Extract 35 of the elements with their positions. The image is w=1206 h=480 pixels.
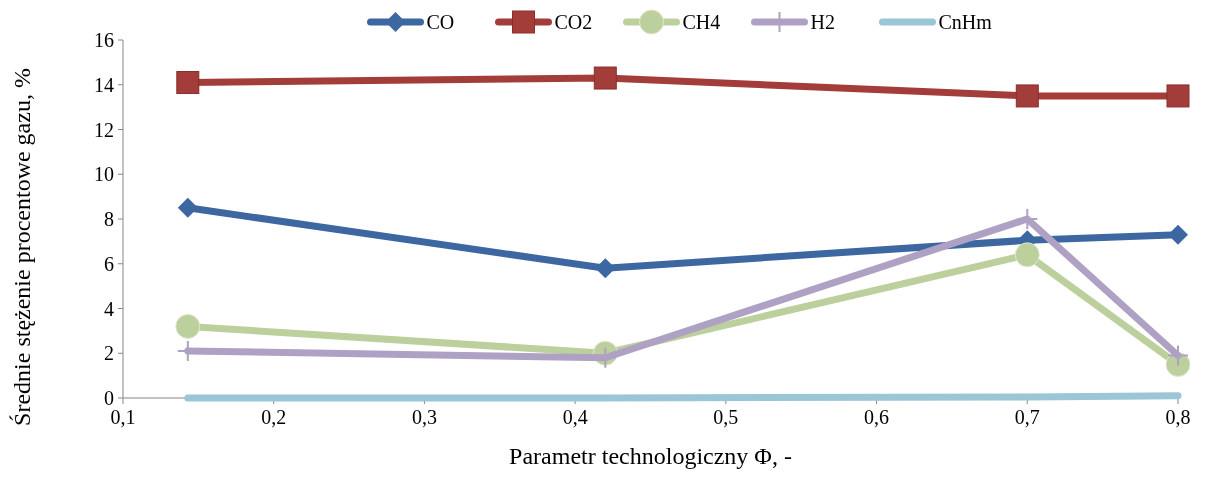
point: [595, 258, 616, 279]
x-tick-label: 0,5: [713, 406, 739, 428]
y-tick-label: 2: [104, 342, 114, 365]
point: [1166, 84, 1190, 108]
y-tick-label: 14: [94, 73, 114, 96]
legend-label: CH4: [682, 11, 721, 33]
y-tick-label: 0: [104, 387, 114, 409]
x-axis-title: Parametr technologiczny Φ, -: [509, 443, 792, 469]
y-tick-label: 16: [94, 29, 114, 51]
x-tick-label: 0,6: [864, 406, 890, 428]
legend-label: CO: [426, 11, 455, 33]
point: [175, 313, 201, 339]
x-tick-label: 0,4: [562, 406, 588, 428]
point: [1168, 224, 1188, 245]
x-tick-label: 0,7: [1014, 406, 1040, 428]
y-tick-label: 8: [104, 208, 114, 230]
point: [593, 66, 617, 90]
point: [1015, 84, 1039, 108]
y-axis-title: Średnie stężenie procentowe gazu, %: [9, 68, 35, 426]
x-tick-label: 0,1: [110, 406, 136, 428]
point: [1167, 344, 1189, 367]
y-tick-label: 12: [94, 118, 114, 141]
legend-label: CnHm: [938, 11, 993, 33]
y-tick-label: 10: [94, 163, 114, 186]
point: [176, 71, 200, 95]
y-tick-label: 4: [104, 297, 114, 320]
legend-label: H2: [810, 11, 835, 33]
x-tick-label: 0,3: [411, 406, 437, 428]
point: [1016, 208, 1039, 230]
point: [1014, 242, 1040, 268]
x-tick-label: 0,2: [261, 406, 287, 428]
x-tick-label: 0,8: [1165, 406, 1191, 428]
y-tick-label: 6: [104, 252, 114, 275]
legend-label: CO2: [554, 11, 593, 33]
point: [177, 197, 198, 218]
